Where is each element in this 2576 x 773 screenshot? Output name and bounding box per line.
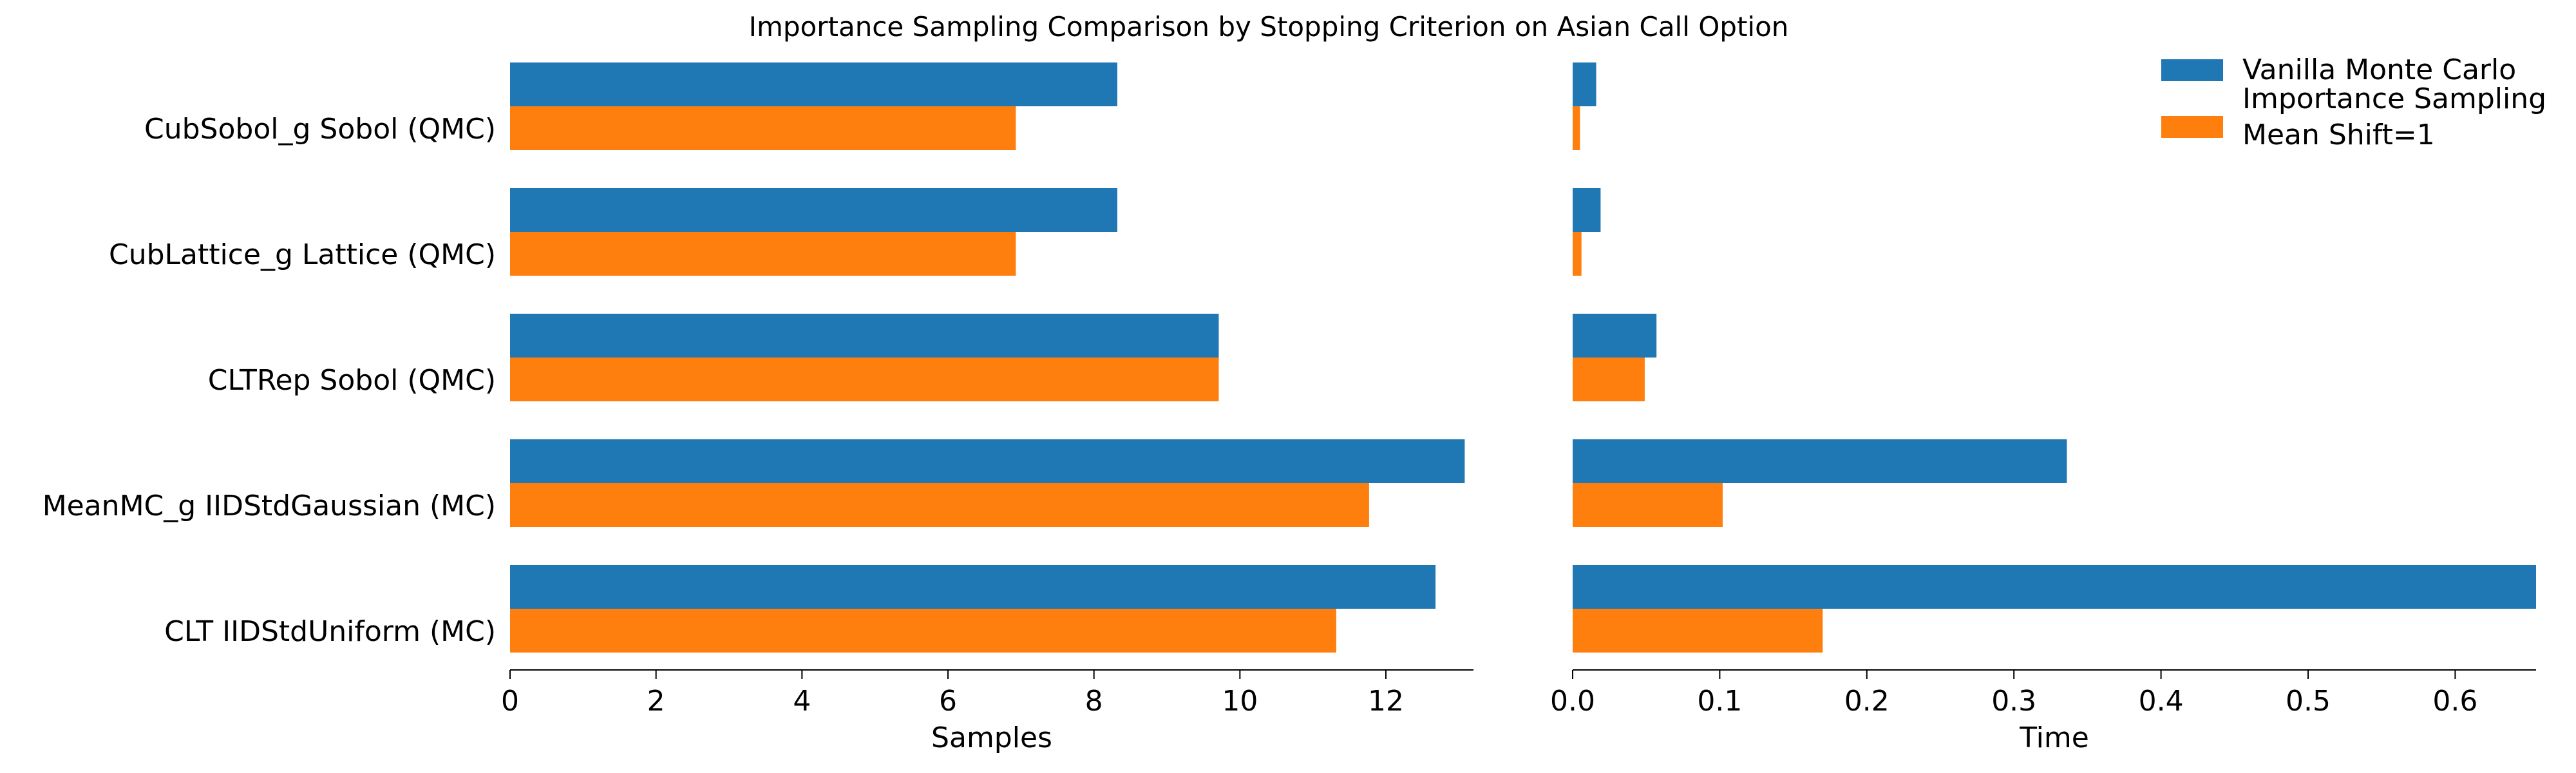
samples-x-tick-label: 0 — [501, 685, 519, 718]
legend-swatch-vanilla — [2161, 59, 2223, 81]
time-bar-importance-meanmc-g-iidstdgaussian-mc — [1573, 483, 1723, 527]
samples-bar-vanilla-cubsobol-g-sobol-qmc — [510, 62, 1117, 106]
time-bar-importance-clt-iidstduniform-mc — [1573, 609, 1823, 653]
samples-panel: 0 2 4 6 8 10 12 Samples — [501, 62, 1473, 754]
legend-label-vanilla: Vanilla Monte Carlo — [2242, 53, 2516, 86]
legend-label-importance: Importance Sampling Mean Shift=1 — [2242, 82, 2546, 151]
time-x-tick-label: 0.2 — [1844, 685, 1889, 718]
category-label-meanmc-g-iidstdgaussian-mc: MeanMC_g IIDStdGaussian (MC) — [43, 490, 496, 522]
samples-bar-vanilla-cublattice-g-lattice-qmc — [510, 188, 1117, 232]
samples-x-tick-label: 10 — [1222, 685, 1258, 718]
category-label-clt-iidstduniform-mc: CLT IIDStdUniform (MC) — [164, 615, 496, 648]
category-labels: CubSobol_g Sobol (QMC) CubLattice_g Latti… — [43, 113, 496, 648]
time-bar-vanilla-clt-iidstduniform-mc — [1573, 565, 2536, 609]
time-bar-vanilla-cublattice-g-lattice-qmc — [1573, 188, 1601, 232]
category-label-cublattice-g-lattice-qmc: CubLattice_g Lattice (QMC) — [109, 238, 496, 271]
time-bar-importance-cubsobol-g-sobol-qmc — [1573, 106, 1580, 150]
samples-bar-importance-cltrep-sobol-qmc — [510, 358, 1219, 401]
samples-bar-vanilla-meanmc-g-iidstdgaussian-mc — [510, 439, 1465, 483]
samples-x-tick-label: 2 — [647, 685, 665, 718]
samples-bar-importance-clt-iidstduniform-mc — [510, 609, 1336, 653]
samples-x-tick-label: 8 — [1085, 685, 1103, 718]
samples-x-tick-label: 12 — [1368, 685, 1404, 718]
time-x-tick-label: 0.0 — [1550, 685, 1595, 718]
category-label-cubsobol-g-sobol-qmc: CubSobol_g Sobol (QMC) — [144, 113, 496, 146]
time-bar-vanilla-cubsobol-g-sobol-qmc — [1573, 62, 1596, 106]
samples-bar-vanilla-clt-iidstduniform-mc — [510, 565, 1436, 609]
category-label-cltrep-sobol-qmc: CLTRep Sobol (QMC) — [208, 364, 496, 397]
time-x-tick-label: 0.5 — [2286, 685, 2331, 718]
chart-title: Importance Sampling Comparison by Stoppi… — [749, 11, 1789, 43]
samples-bar-vanilla-cltrep-sobol-qmc — [510, 314, 1219, 358]
time-panel: 0.0 0.1 0.2 0.3 0.4 0.5 0.6 Time — [1550, 62, 2536, 754]
samples-bar-importance-meanmc-g-iidstdgaussian-mc — [510, 483, 1369, 527]
time-x-tick-label: 0.6 — [2432, 685, 2477, 718]
time-bar-importance-cltrep-sobol-qmc — [1573, 358, 1645, 401]
time-x-tick-label: 0.1 — [1697, 685, 1742, 718]
time-bar-importance-cublattice-g-lattice-qmc — [1573, 232, 1582, 276]
samples-x-axis-label: Samples — [931, 721, 1052, 754]
legend-swatch-importance — [2161, 116, 2223, 138]
samples-x-tick-label: 6 — [939, 685, 957, 718]
time-bar-vanilla-meanmc-g-iidstdgaussian-mc — [1573, 439, 2067, 483]
samples-x-tick-label: 4 — [793, 685, 811, 718]
time-x-axis-label: Time — [2019, 721, 2089, 754]
time-x-tick-label: 0.4 — [2139, 685, 2184, 718]
time-x-tick-label: 0.3 — [1991, 685, 2036, 718]
time-bar-vanilla-cltrep-sobol-qmc — [1573, 314, 1657, 358]
samples-bar-importance-cubsobol-g-sobol-qmc — [510, 106, 1016, 150]
samples-bar-importance-cublattice-g-lattice-qmc — [510, 232, 1016, 276]
